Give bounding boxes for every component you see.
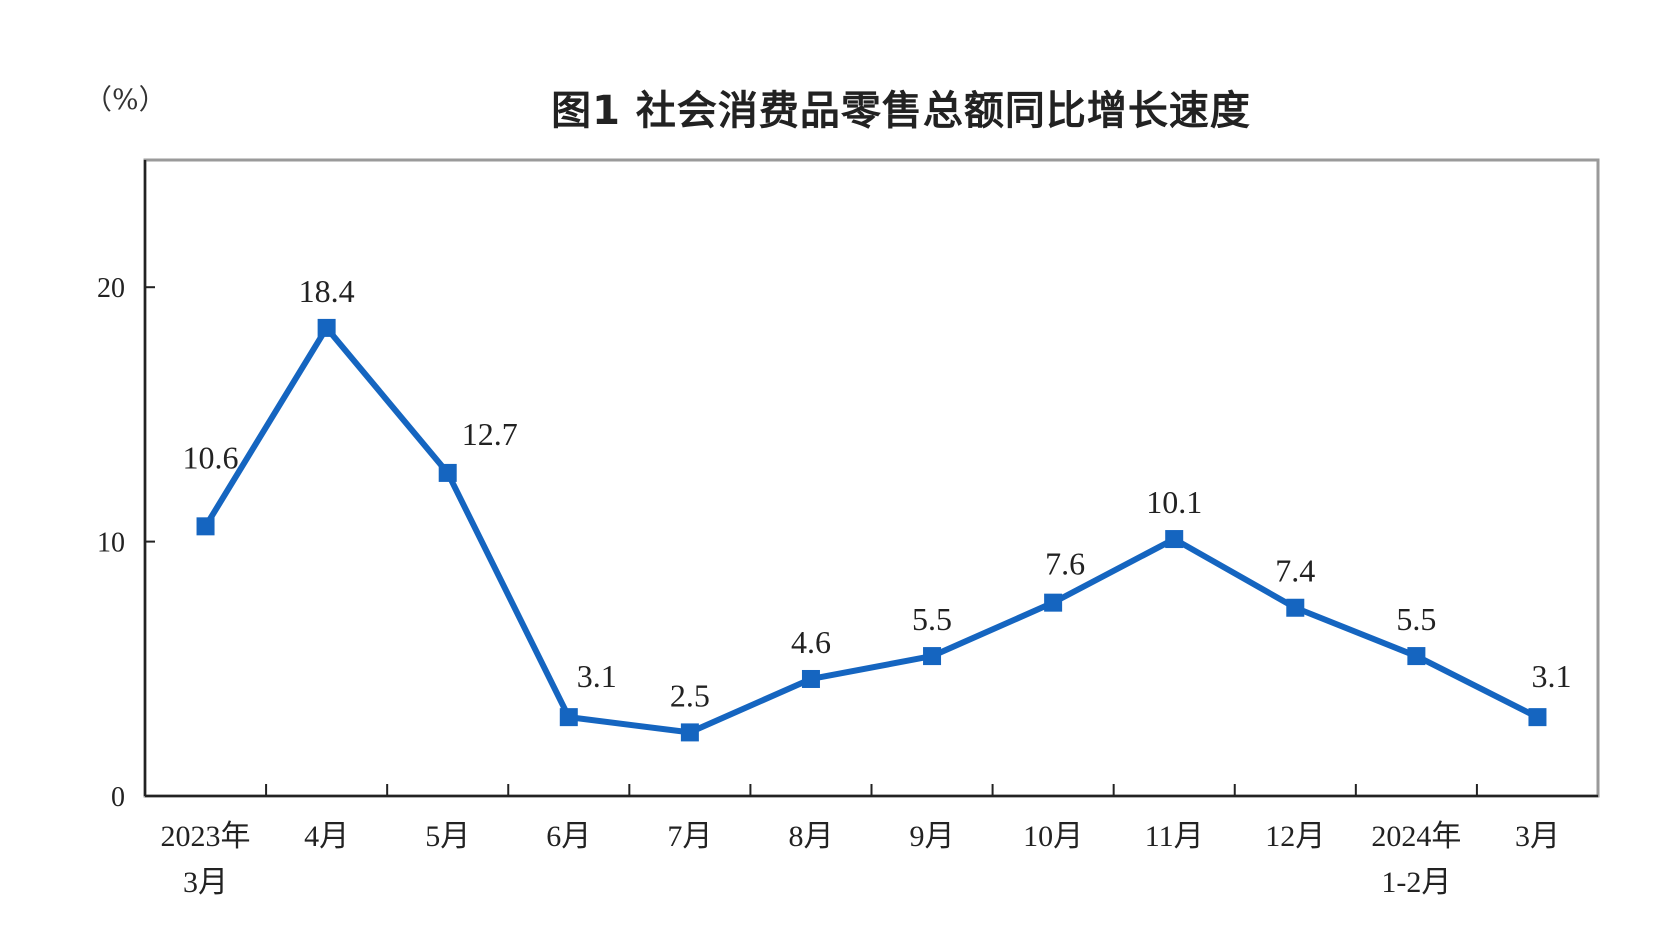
x-tick-label: 9月: [910, 820, 955, 853]
data-label: 2.5: [670, 677, 710, 713]
x-tick-label: 4月: [304, 820, 349, 853]
data-label: 3.1: [577, 658, 617, 694]
x-tick-label: 2024年: [1371, 820, 1461, 853]
data-point: [1407, 647, 1426, 666]
data-point: [1165, 530, 1184, 549]
series-line: [202, 324, 1539, 736]
data-label: 10.6: [183, 439, 239, 475]
y-tick-label: 0: [111, 782, 125, 813]
data-label: 5.5: [1396, 601, 1436, 637]
data-label: 18.4: [299, 273, 355, 309]
data-point: [196, 517, 215, 536]
y-axis-unit-label: （%）: [84, 83, 167, 116]
data-label: 12.7: [462, 416, 518, 452]
x-tick-label: 10月: [1023, 820, 1083, 853]
data-point: [1286, 598, 1305, 617]
y-tick-label: 20: [97, 273, 125, 304]
data-label: 7.4: [1275, 553, 1315, 589]
data-point: [680, 723, 699, 742]
x-tick-label: 3月: [1515, 820, 1560, 853]
x-tick-label: 11月: [1145, 820, 1204, 853]
data-point: [1528, 708, 1547, 727]
x-tick-label: 6月: [546, 820, 591, 853]
data-label: 5.5: [912, 601, 952, 637]
x-tick-label: 2023年: [161, 820, 251, 853]
data-point: [438, 463, 457, 482]
x-tick-label: 3月: [183, 866, 228, 899]
data-label: 7.6: [1045, 546, 1085, 582]
data-point: [317, 318, 336, 337]
x-tick-label: 8月: [788, 820, 833, 853]
chart-title: 图1 社会消费品零售总额同比增长速度: [551, 88, 1251, 134]
data-label: 4.6: [791, 624, 831, 660]
data-label: 3.1: [1531, 658, 1571, 694]
x-tick-label: 7月: [667, 820, 712, 853]
data-label: 10.1: [1146, 484, 1202, 520]
plot-frame: [143, 158, 1600, 798]
data-point: [801, 669, 820, 688]
x-tick-label: 12月: [1265, 820, 1325, 853]
y-tick-label: 10: [97, 528, 125, 559]
x-tick-label: 1-2月: [1381, 866, 1451, 899]
data-point: [923, 647, 942, 666]
x-tick-label: 5月: [425, 820, 470, 853]
data-point: [559, 708, 578, 727]
data-point: [1044, 593, 1063, 612]
